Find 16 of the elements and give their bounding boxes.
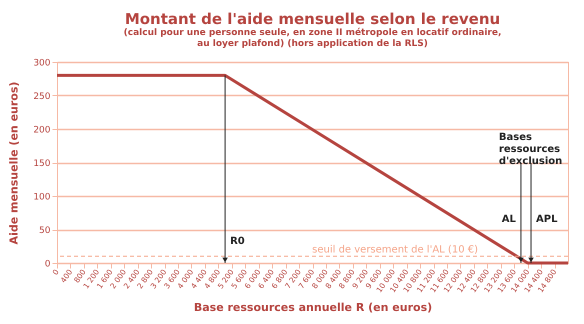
ref-line-label: AL — [502, 214, 517, 225]
y-tick-label: 0 — [44, 260, 51, 270]
y-axis-title: Aide mensuelle (en euros) — [7, 82, 20, 244]
ref-line-label: APL — [536, 214, 558, 225]
y-tick-label: 300 — [33, 58, 51, 68]
y-tick-label: 150 — [33, 159, 51, 169]
y-tick-label: 250 — [33, 92, 51, 102]
chart-subtitle: (calcul pour une personne seule, en zone II métropole en locatif ordinaire, au loyer plafond) (hors application de la RLS) — [124, 27, 502, 49]
x-axis-title: Base ressources annuelle R (en euros) — [194, 301, 432, 314]
y-tick-label: 100 — [33, 192, 51, 202]
y-tick-label: 200 — [33, 126, 51, 136]
ref-line-label: R0 — [230, 236, 245, 247]
ref-line-label: seuil de versement de l'AL (10 €) — [312, 244, 478, 256]
annotation: Bases ressources d'exclusion — [498, 132, 562, 167]
y-tick-label: 50 — [39, 226, 51, 236]
chart-title: Montant de l'aide mensuelle selon le revenu — [124, 10, 500, 28]
